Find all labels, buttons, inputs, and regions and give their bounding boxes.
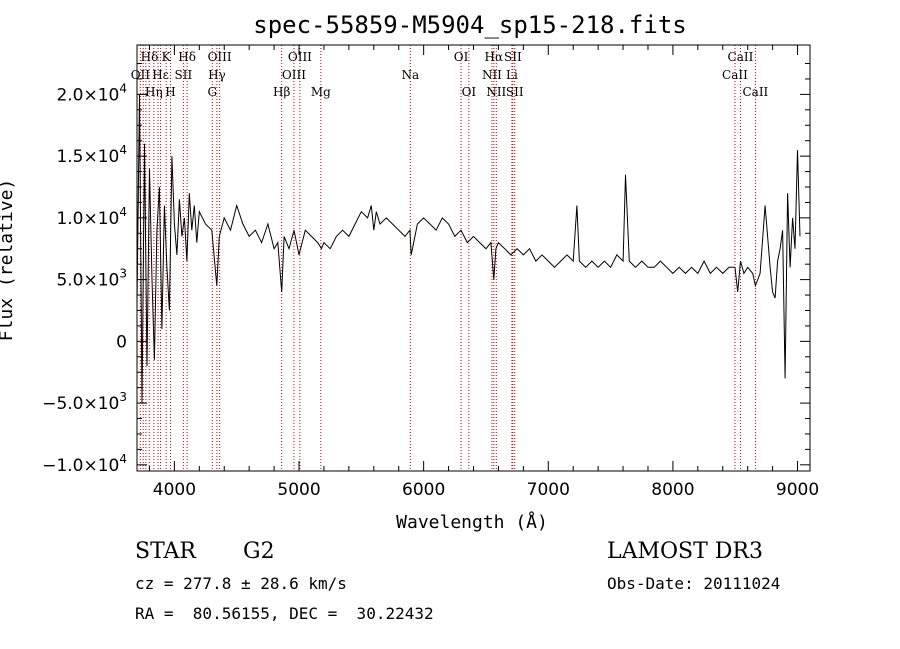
x-tick-label: 8000: [651, 480, 694, 500]
y-tick-label: −5.0×103: [42, 390, 127, 414]
line-label: CaII: [728, 50, 754, 64]
line-label: OIII: [288, 50, 312, 64]
line-label: OI: [462, 85, 477, 99]
line-label: Hγ: [208, 68, 226, 82]
chart-title: spec-55859-M5904_sp15-218.fits: [253, 11, 686, 39]
x-tick-label: 9000: [776, 480, 819, 500]
line-label: Hα: [485, 50, 504, 64]
line-label: Na: [401, 68, 419, 82]
line-label: Hβ: [273, 85, 290, 99]
line-label: SII: [504, 50, 522, 64]
line-label: Hδ: [141, 50, 159, 64]
x-axis-ticks: 4000 5000 6000 7000 8000 9000: [148, 45, 819, 500]
line-label: NII: [486, 85, 506, 99]
x-tick-label: 6000: [402, 480, 445, 500]
line-label: H: [165, 85, 175, 99]
line-label: OIII: [208, 50, 232, 64]
obs-date: Obs-Date: 20111024: [607, 574, 781, 593]
object-class: STAR: [135, 539, 196, 564]
line-label: OI: [454, 50, 469, 64]
y-tick-label: 1.5×104: [56, 143, 127, 167]
line-label: SII: [506, 85, 524, 99]
line-label: G: [207, 85, 217, 99]
y-tick-label: 1.0×104: [56, 205, 127, 229]
spectrum-line: [136, 94, 801, 404]
y-axis-ticks: −1.0×104 −5.0×103 0 5.0×103 1.0×104 1.5×104 2.…: [42, 63, 810, 476]
x-tick-label: 4000: [153, 480, 196, 500]
line-label: CaII: [722, 68, 748, 82]
survey-name: LAMOST DR3: [607, 539, 763, 564]
line-label: CaII: [742, 85, 768, 99]
line-label: SII: [175, 68, 193, 82]
y-tick-label: −1.0×104: [42, 452, 127, 476]
line-label: Hη: [145, 85, 163, 99]
y-tick-label: 5.0×103: [56, 267, 127, 291]
line-label: K: [162, 50, 172, 64]
plot-frame: [136, 44, 811, 472]
line-label: Hε: [152, 68, 169, 82]
coordinates-readout: RA = 80.56155, DEC = 30.22432: [135, 604, 434, 623]
x-tick-label: 7000: [527, 480, 570, 500]
line-label: NII: [482, 68, 502, 82]
line-label: OII: [131, 68, 151, 82]
object-subclass: G2: [243, 539, 275, 564]
y-axis-label: Flux (relative): [0, 179, 17, 342]
x-tick-label: 5000: [277, 480, 320, 500]
spectral-line-markers: OII: [139, 45, 756, 471]
line-label: Li: [506, 68, 518, 82]
x-axis-label: Wavelength (Å): [396, 511, 548, 533]
y-tick-label: 2.0×104: [56, 81, 127, 105]
line-label: Hδ: [178, 50, 196, 64]
redshift-readout: cz = 277.8 ± 28.6 km/s: [135, 574, 347, 593]
y-tick-label: 0: [116, 332, 127, 352]
line-label: OIII: [282, 68, 306, 82]
line-label: Mg: [311, 85, 331, 99]
